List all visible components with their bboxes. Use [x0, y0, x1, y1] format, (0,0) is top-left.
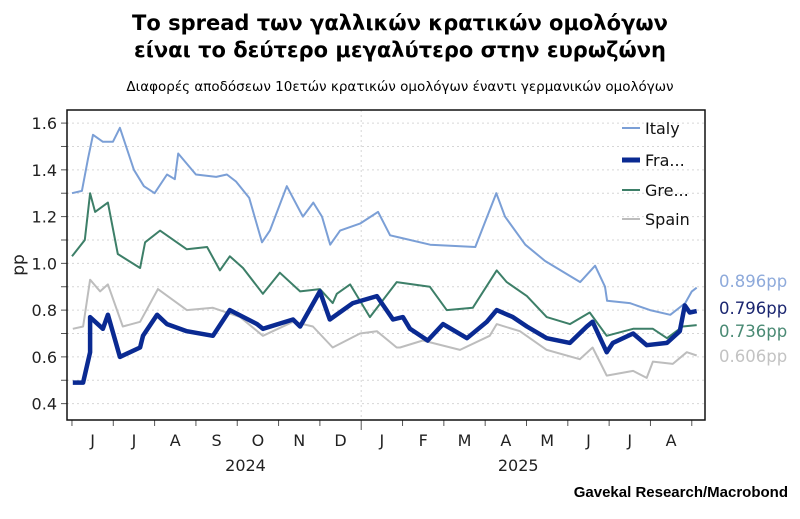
x-tick-label: J: [379, 431, 385, 450]
series-line-greece: [71, 192, 697, 340]
x-tick-label: J: [585, 431, 591, 450]
y-axis-label: pp: [9, 254, 29, 276]
end-value-label-greece: 0.736pp: [719, 322, 787, 341]
title-line-1: Το spread των γαλλικών κρατικών ομολόγων: [132, 11, 668, 35]
y-tick-label: 0.8: [32, 301, 57, 320]
x-tick-label: M: [540, 431, 554, 450]
legend-label-spain: Spain: [645, 210, 690, 229]
end-value-label-italy: 0.896pp: [719, 272, 787, 291]
y-tick-label: 1.2: [32, 208, 57, 227]
x-tick-label: A: [170, 431, 181, 450]
end-value-label-spain: 0.606pp: [719, 347, 787, 366]
title-line-2: είναι το δεύτερο μεγαλύτερο στην ευρωζών…: [134, 38, 666, 62]
x-tick-label: M: [458, 431, 472, 450]
series-line-france: [72, 289, 698, 385]
x-tick-label: J: [89, 431, 95, 450]
year-label: 2024: [225, 456, 266, 475]
legend-label-greece: Gre...: [645, 181, 689, 200]
chart-subtitle: Διαφορές αποδόσεων 10ετών κρατικών ομολό…: [126, 79, 674, 95]
series-line-italy: [71, 126, 698, 316]
y-tick-label: 1.4: [32, 161, 57, 180]
legend-label-italy: Italy: [645, 119, 680, 138]
legend-label-france: Fra...: [645, 151, 685, 170]
source-label: Gavekal Research/Macrobond: [573, 484, 788, 501]
x-tick-label: S: [212, 431, 222, 450]
x-tick-label: F: [419, 431, 428, 450]
x-tick-label: O: [252, 431, 265, 450]
x-tick-label: A: [666, 431, 677, 450]
plot-frame: [66, 109, 706, 421]
y-tick-label: 0.4: [32, 395, 57, 414]
chart-title: Το spread των γαλλικών κρατικών ομολόγων…: [0, 10, 800, 64]
year-label: 2025: [498, 456, 539, 475]
y-tick-label: 0.6: [32, 348, 57, 367]
series-line-spain: [72, 278, 698, 379]
x-tick-label: A: [500, 431, 511, 450]
end-value-label-france: 0.796pp: [719, 299, 787, 318]
y-tick-label: 1.0: [32, 254, 57, 273]
x-tick-label: J: [626, 431, 632, 450]
y-tick-label: 1.6: [32, 114, 57, 133]
x-tick-label: N: [293, 431, 305, 450]
x-tick-label: D: [334, 431, 346, 450]
x-tick-label: J: [131, 431, 137, 450]
